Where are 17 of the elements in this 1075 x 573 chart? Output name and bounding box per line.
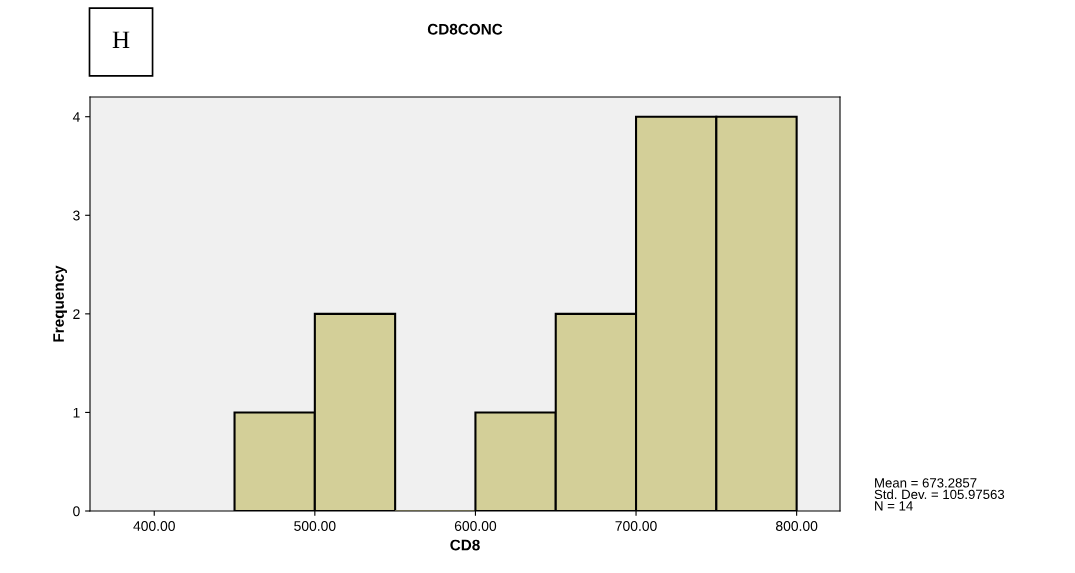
x-tick-label: 400.00 (133, 521, 175, 531)
y-tick-label: 4 (72, 112, 80, 122)
x-tick-label: 600.00 (454, 521, 497, 531)
text: Std. Dev. = 105.97563 (874, 489, 1005, 500)
x-tick-label: 800.00 (776, 521, 818, 531)
y-tick-label: 3 (73, 210, 80, 221)
text: H (112, 31, 130, 49)
y-tick-label: 2 (73, 309, 80, 319)
y-axis-title: Frequency (53, 265, 67, 342)
y-tick-label: 0 (73, 506, 80, 517)
x-axis-title: CD8 (450, 539, 480, 551)
x-tick-label: 700.00 (615, 521, 657, 531)
y-tick-label: 1 (73, 407, 80, 418)
text: N = 14 (875, 501, 913, 511)
x-tick-label: 500.00 (294, 521, 336, 531)
chart-title: CD8CONC (427, 23, 503, 35)
text: Mean = 673.2857 (875, 478, 977, 488)
